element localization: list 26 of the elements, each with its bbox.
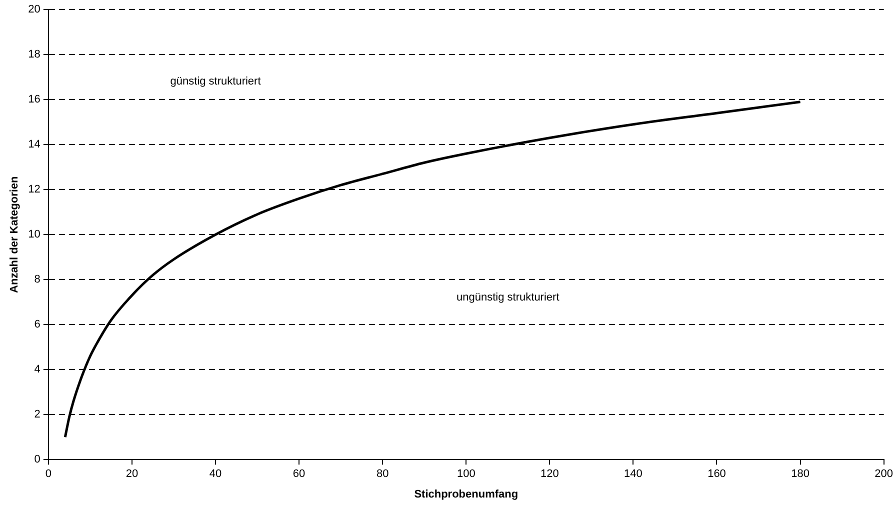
x-tick-label: 120: [540, 468, 559, 480]
y-tick-label: 12: [28, 184, 40, 196]
x-tick-label: 40: [209, 468, 222, 480]
y-tick-label: 6: [34, 318, 40, 331]
y-tick-label: 14: [28, 138, 40, 151]
x-tick-label: 60: [292, 468, 306, 480]
y-tick-label: 8: [34, 274, 40, 286]
x-tick-label: 180: [791, 468, 810, 480]
y-tick-label: 18: [28, 48, 40, 61]
y-tick-label: 10: [28, 228, 40, 241]
x-tick-label: 80: [376, 468, 389, 480]
x-tick-label: 100: [456, 468, 476, 480]
annotation: ungünstig strukturiert: [456, 292, 560, 304]
x-tick-label: 160: [708, 468, 726, 480]
y-tick-label: 20: [28, 4, 40, 16]
annotation: günstig strukturiert: [170, 76, 261, 88]
x-tick-label: 0: [45, 468, 52, 480]
x-tick-label: 200: [874, 468, 894, 480]
x-axis-title: Stichprobenumfang: [414, 488, 518, 500]
y-tick-label: 0: [34, 454, 40, 466]
x-tick-label: 140: [624, 468, 642, 480]
y-tick-label: 2: [34, 408, 40, 421]
y-axis-title: Anzahl der Kategorien: [8, 176, 21, 293]
y-tick-label: 4: [34, 364, 40, 376]
y-tick-label: 16: [28, 94, 40, 106]
x-tick-label: 20: [126, 468, 138, 480]
